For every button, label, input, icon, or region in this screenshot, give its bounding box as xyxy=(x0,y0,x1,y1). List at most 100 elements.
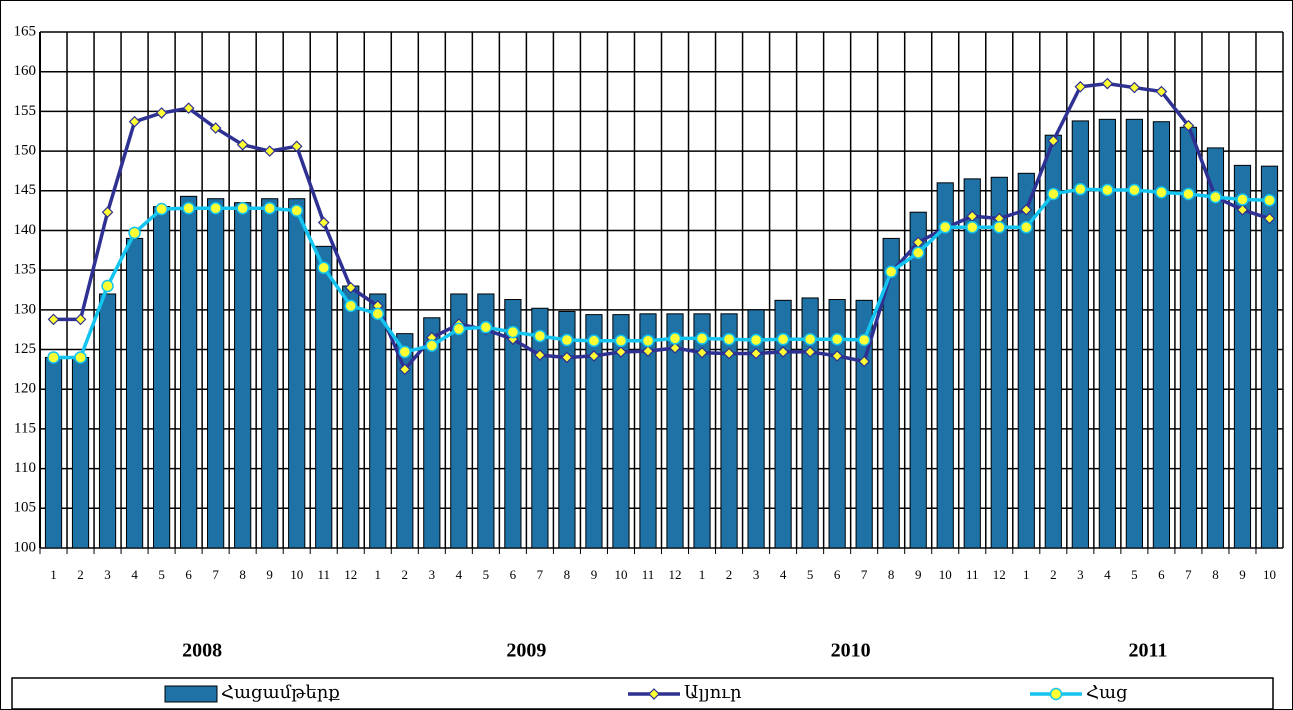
line-marker xyxy=(344,299,357,313)
bar xyxy=(98,293,117,549)
line-marker xyxy=(1155,85,1168,98)
line-marker xyxy=(371,307,385,321)
x-tick-label: 6 xyxy=(185,567,192,582)
bar xyxy=(396,333,414,549)
x-tick-label: 7 xyxy=(1185,567,1192,582)
x-tick-label: 11 xyxy=(317,567,330,582)
bar xyxy=(1098,118,1116,549)
x-tick-label: 6 xyxy=(510,567,517,582)
bar xyxy=(207,198,225,549)
line-marker xyxy=(1182,119,1195,132)
line-marker xyxy=(1263,212,1276,225)
line-marker xyxy=(101,279,114,293)
bar xyxy=(909,211,927,549)
legend-label: Հացամթերք xyxy=(221,682,340,702)
bar xyxy=(720,313,738,549)
line-marker xyxy=(669,342,681,354)
x-tick-label: 9 xyxy=(266,567,273,582)
bar xyxy=(693,313,711,549)
line-marker xyxy=(615,346,627,358)
x-tick-label: 10 xyxy=(614,567,627,582)
legend-label: Ալյուր xyxy=(684,682,742,702)
x-tick-label: 12 xyxy=(993,567,1006,582)
x-tick-label: 4 xyxy=(456,567,463,582)
x-tick-label: 2 xyxy=(77,567,84,582)
line-marker xyxy=(74,313,87,326)
x-tick-label: 5 xyxy=(483,567,490,582)
line-marker xyxy=(47,313,60,326)
line-marker xyxy=(750,347,762,360)
line-marker xyxy=(668,332,682,345)
bar xyxy=(1125,118,1143,549)
x-tick-label: 7 xyxy=(537,567,544,582)
line-marker xyxy=(1155,186,1168,199)
x-tick-label: 9 xyxy=(1239,567,1246,582)
line xyxy=(53,187,1270,360)
line-marker xyxy=(290,140,303,153)
line-marker xyxy=(911,246,925,259)
x-tick-label: 4 xyxy=(780,567,787,582)
y-tick-label: 115 xyxy=(14,420,36,436)
bar xyxy=(261,198,279,549)
bar xyxy=(450,293,468,549)
x-group-label: 2011 xyxy=(1128,640,1167,662)
line-marker xyxy=(642,345,654,357)
x-tick-label: 8 xyxy=(888,567,895,582)
x-tick-label: 5 xyxy=(158,567,165,582)
x-tick-label: 8 xyxy=(564,567,571,582)
bar xyxy=(639,313,657,549)
line-marker xyxy=(398,345,412,359)
y-tick-label: 135 xyxy=(14,262,37,278)
x-group-label: 2008 xyxy=(182,640,222,662)
x-tick-label: 4 xyxy=(131,567,138,582)
y-tick-label: 160 xyxy=(14,63,37,79)
x-tick-label: 2 xyxy=(1050,567,1057,582)
bar xyxy=(882,237,900,549)
line-marker xyxy=(1020,221,1033,234)
line-marker xyxy=(506,325,520,339)
line-marker xyxy=(155,107,168,119)
bar xyxy=(125,237,144,549)
line-marker xyxy=(398,363,411,376)
bar xyxy=(774,299,792,549)
line-marker xyxy=(101,206,114,219)
line-marker xyxy=(209,122,222,134)
line-marker xyxy=(1263,194,1276,207)
line-marker xyxy=(1074,182,1087,196)
line-marker xyxy=(804,346,816,358)
line-marker xyxy=(425,339,439,352)
line-marker xyxy=(182,201,195,215)
line-marker xyxy=(182,102,195,115)
line-marker xyxy=(290,204,303,217)
line-marker xyxy=(803,332,817,346)
line-marker xyxy=(344,281,357,294)
x-tick-label: 1 xyxy=(50,567,57,582)
bar xyxy=(558,310,576,549)
bar xyxy=(801,297,819,549)
line-marker xyxy=(561,351,573,364)
legend-marker xyxy=(1049,687,1063,701)
legend-label: Հաց xyxy=(1086,682,1128,702)
x-group-label: 2010 xyxy=(831,640,871,662)
line-marker xyxy=(317,216,330,229)
y-tick-label: 105 xyxy=(14,500,37,516)
x-tick-label: 9 xyxy=(915,567,922,582)
line-marker xyxy=(1209,190,1222,204)
y-tick-label: 140 xyxy=(14,222,37,238)
bar xyxy=(152,206,171,549)
x-tick-label: 7 xyxy=(861,567,868,582)
line-marker xyxy=(533,329,547,343)
line-marker xyxy=(696,346,708,359)
line-marker xyxy=(128,226,141,240)
line-marker xyxy=(1182,187,1195,201)
bar xyxy=(288,198,306,549)
line-marker xyxy=(209,201,222,215)
bar xyxy=(585,314,603,549)
line-marker xyxy=(479,321,493,334)
y-tick-label: 150 xyxy=(14,143,37,159)
x-tick-label: 2 xyxy=(726,567,733,582)
bar xyxy=(747,309,765,549)
x-tick-label: 11 xyxy=(966,567,979,582)
bar xyxy=(666,313,684,549)
line-marker xyxy=(588,350,600,362)
